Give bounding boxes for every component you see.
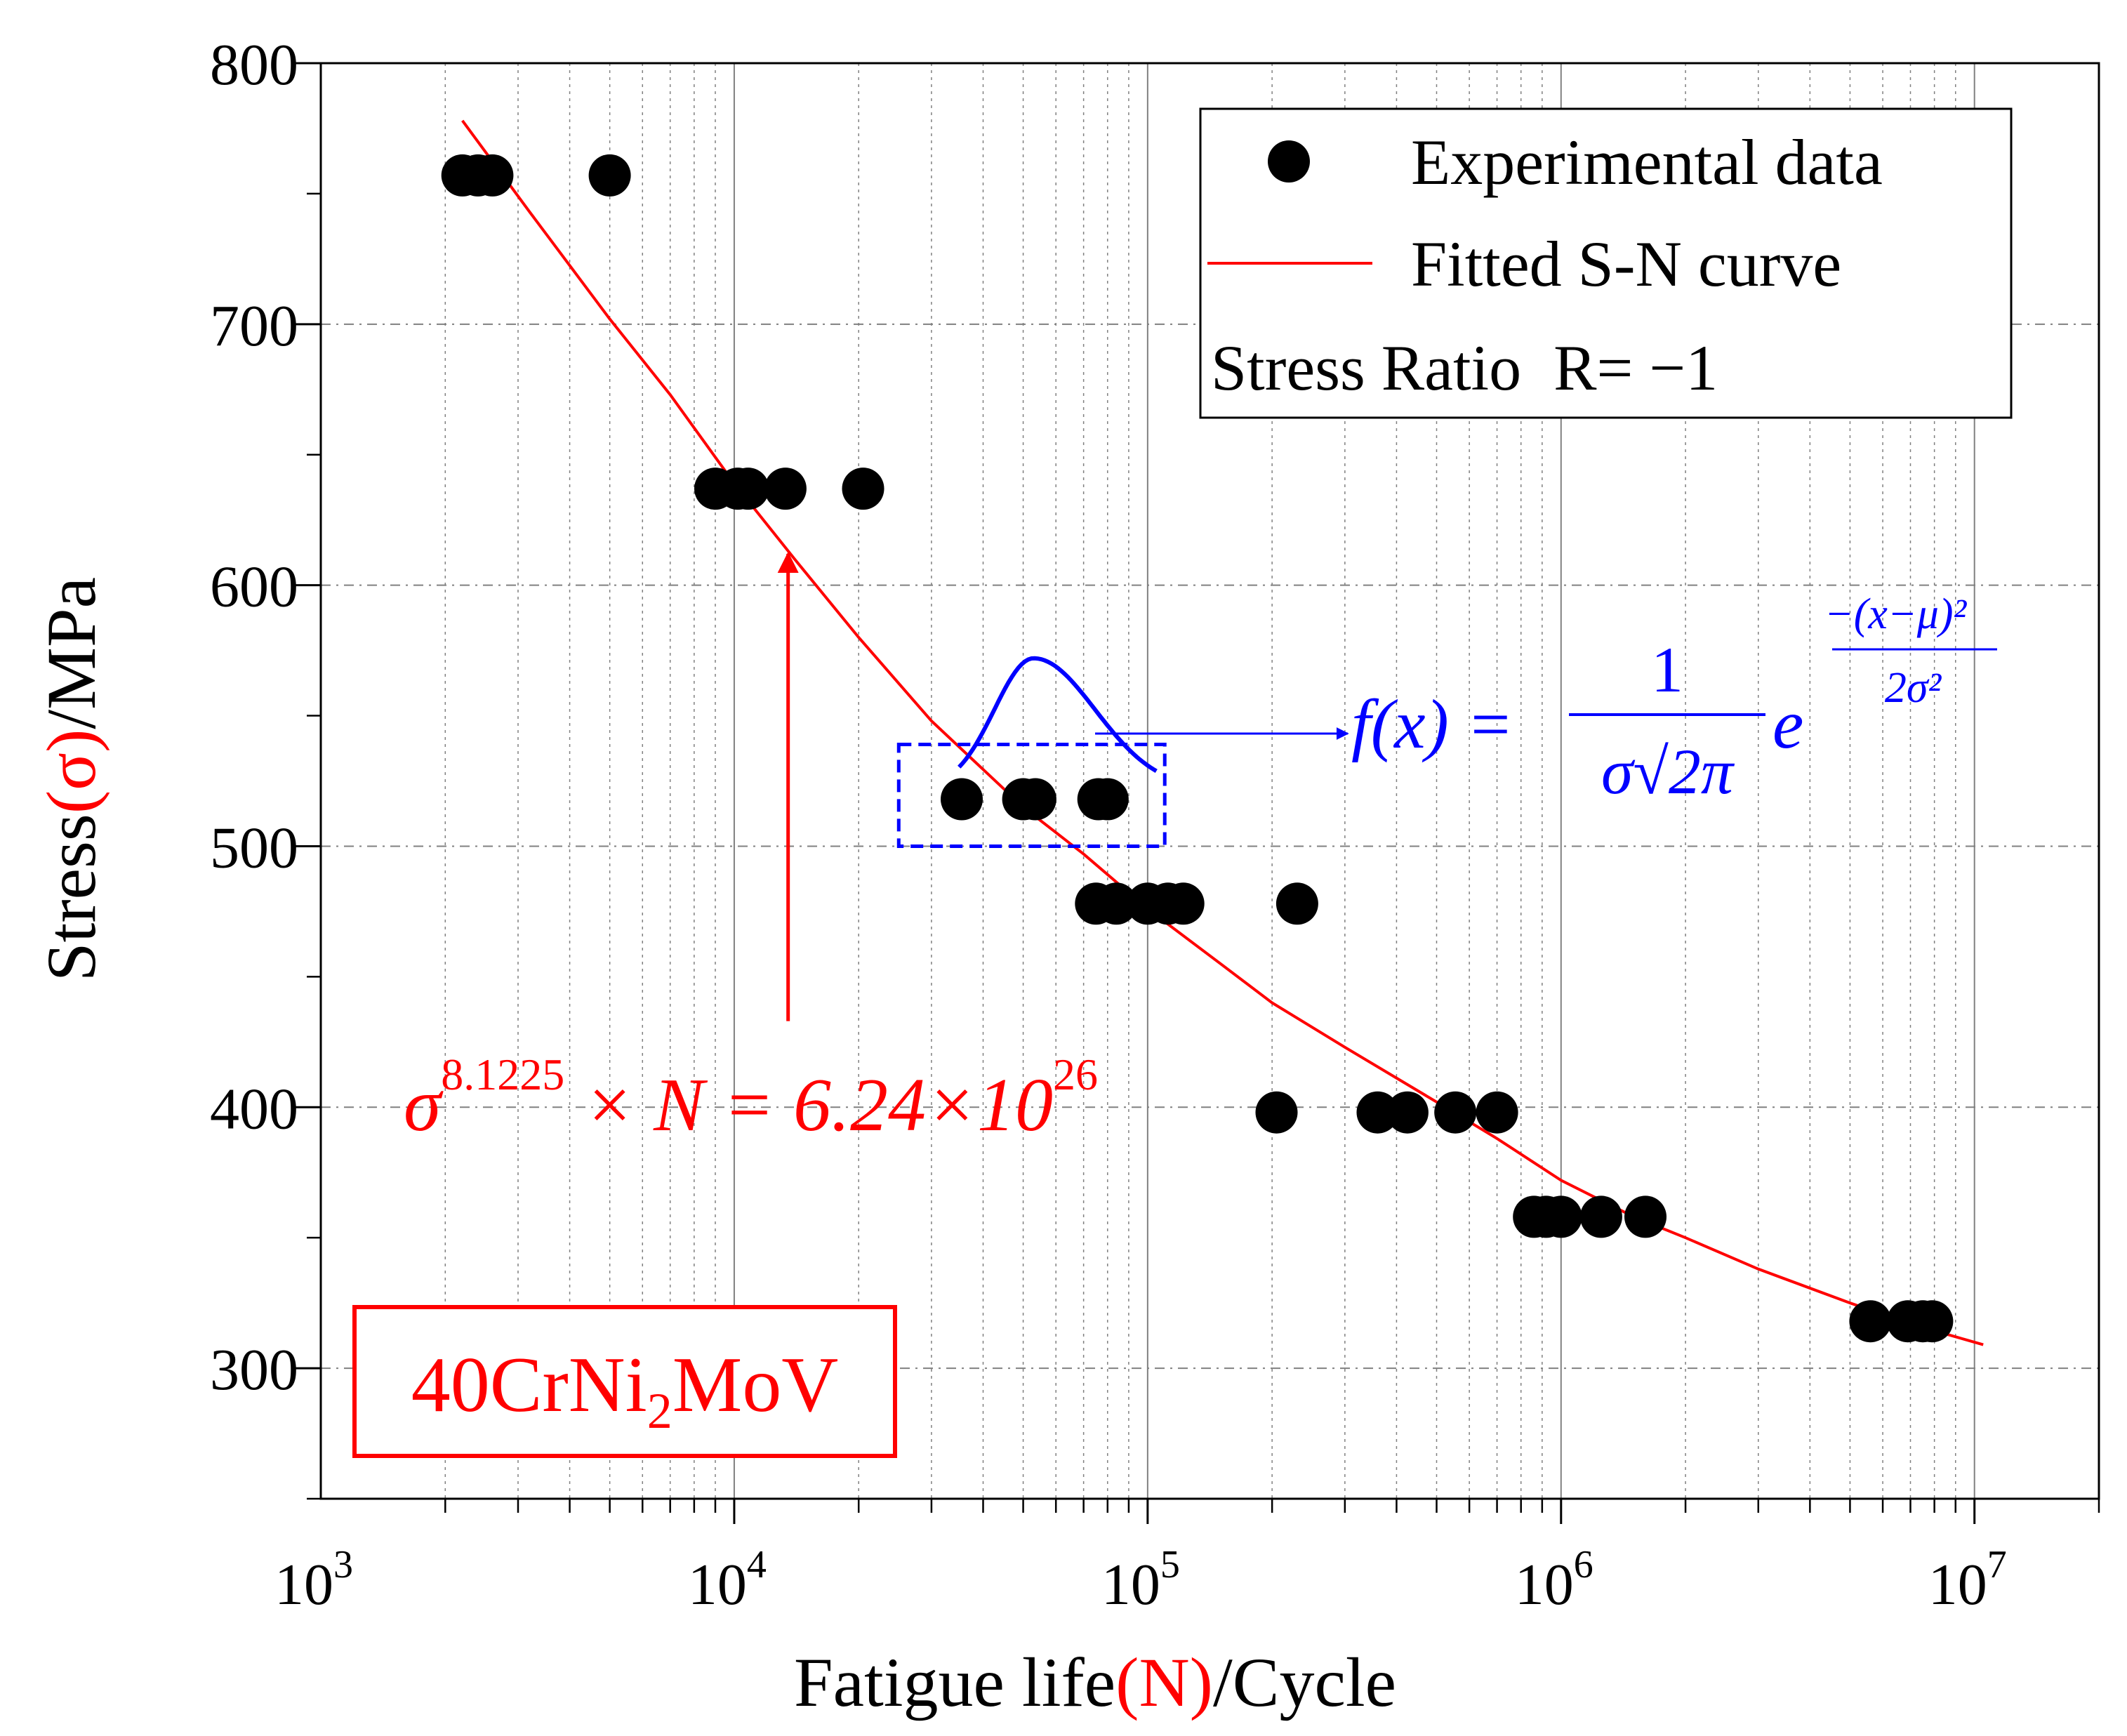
- y-tick-label: 500: [210, 815, 298, 880]
- data-point: [1275, 882, 1318, 925]
- pdf-formula-denominator: σ√2π: [1601, 736, 1735, 807]
- data-point: [1014, 778, 1056, 821]
- pdf-formula-exp-denominator: 2σ²: [1885, 664, 1942, 712]
- fitted-sn-curve: [461, 119, 1984, 1346]
- data-point: [764, 468, 807, 510]
- data-point: [1579, 1195, 1622, 1238]
- scatter-points-layer: [441, 154, 1954, 1343]
- y-tick-labels: 300 400 500 600 700 800: [210, 32, 298, 1403]
- data-point: [1476, 1091, 1518, 1134]
- data-point: [727, 468, 769, 510]
- data-point: [588, 154, 631, 197]
- data-point: [1911, 1300, 1954, 1343]
- pdf-formula-exp-numerator: −(x−μ)²: [1824, 590, 1968, 638]
- pdf-formula-numerator: 1: [1651, 634, 1683, 705]
- y-tick-label: 300: [210, 1337, 298, 1403]
- x-tick-label: 103: [274, 1543, 353, 1617]
- legend-stress-ratio: Stress Ratio R= −1: [1211, 332, 1718, 404]
- fit-equation: σ8.1225 × N = 6.24×1026: [404, 1049, 1098, 1147]
- x-tick-labels: 103 104 105 106 107: [274, 1543, 2007, 1617]
- x-tick-label: 106: [1515, 1543, 1593, 1617]
- pdf-formula: f(x) = 1 σ√2π e −(x−μ)² 2σ²: [1351, 590, 1997, 807]
- y-tick-label: 400: [210, 1076, 298, 1141]
- x-axis-title: Fatigue life(N)/Cycle: [794, 1643, 1396, 1721]
- fitted-curve-layer: [461, 119, 1984, 1346]
- x-tick-label: 104: [688, 1543, 767, 1617]
- legend-label-fitted: Fitted S-N curve: [1411, 228, 1841, 300]
- pdf-formula-base: e: [1772, 685, 1803, 763]
- data-point: [941, 778, 983, 821]
- legend-label-experimental: Experimental data: [1411, 126, 1883, 198]
- data-point: [1255, 1091, 1298, 1134]
- distribution-curve: [958, 656, 1158, 773]
- legend: Experimental data Fitted S-N curve Stres…: [1199, 107, 2013, 419]
- material-label-text: 40CrNi2MoV: [411, 1341, 838, 1439]
- data-point: [842, 468, 884, 510]
- data-point: [1356, 1091, 1399, 1134]
- distribution-box: [896, 742, 1167, 848]
- x-tick-label: 105: [1101, 1543, 1180, 1617]
- x-tick-label: 107: [1928, 1543, 2007, 1617]
- data-point: [1162, 882, 1205, 925]
- material-label-box: [352, 1305, 897, 1458]
- data-point: [1086, 778, 1129, 821]
- material-label: 40CrNi2MoV: [352, 1305, 897, 1458]
- data-point: [471, 154, 514, 197]
- data-point: [1539, 1195, 1582, 1238]
- pdf-formula-lhs: f(x) =: [1351, 685, 1513, 763]
- data-point: [1095, 882, 1138, 925]
- y-tick-label: 700: [210, 293, 298, 359]
- data-point: [1849, 1300, 1892, 1343]
- axis-ticks: [296, 62, 2100, 1524]
- y-tick-label: 600: [210, 555, 298, 620]
- y-tick-label: 800: [210, 32, 298, 98]
- plot-frame: [319, 62, 2100, 1500]
- legend-marker-experimental: [1268, 140, 1310, 183]
- data-point: [1624, 1195, 1667, 1238]
- data-point: [1386, 1091, 1429, 1134]
- data-point: [1434, 1091, 1477, 1134]
- y-axis-title: Stress(σ)/MPa: [32, 577, 110, 981]
